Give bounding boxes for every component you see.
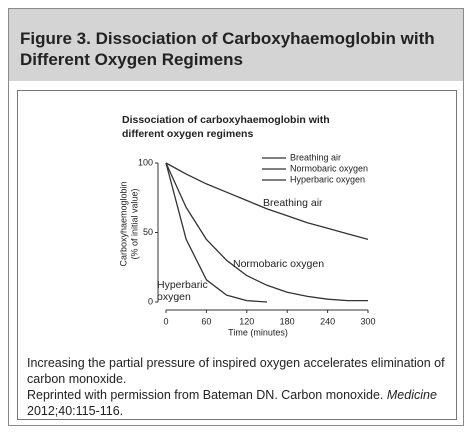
x-axis-label: Time (minutes) — [228, 327, 288, 337]
legend-label: Normobaric oxygen — [290, 163, 368, 173]
line — [165, 162, 369, 241]
y-axis-label: Carboxyhaemoglobin — [118, 181, 128, 266]
header-band — [9, 9, 463, 81]
curve-label: Breathing air — [263, 197, 323, 209]
source-journal: Medicine — [386, 388, 437, 402]
legend-label: Breathing air — [290, 152, 341, 162]
inner-frame — [17, 90, 457, 420]
curve-label: Hyperbaric oxygen — [157, 279, 208, 303]
y-tick-label: 0 — [148, 296, 153, 306]
source-text: 2012;40:115-116. — [27, 404, 124, 418]
x-tick-label: 240 — [320, 316, 335, 326]
x-tick-label: 180 — [280, 316, 295, 326]
legend-label: Hyperbaric oxygen — [290, 174, 365, 184]
x-tick-label: 300 — [360, 316, 375, 326]
y-axis-unit: (% of initial value) — [129, 188, 139, 259]
x-tick-label: 60 — [201, 316, 211, 326]
x-tick-label: 120 — [239, 316, 254, 326]
caption-text: Increasing the partial pressure of inspi… — [27, 356, 445, 386]
line — [165, 162, 368, 302]
caption-source: Reprinted with permission from Bateman D… — [27, 387, 447, 419]
chart-title: Dissociation of carboxyhaemoglobin with … — [122, 114, 330, 140]
source-text: Reprinted with permission from Bateman D… — [27, 388, 387, 402]
y-tick-label: 100 — [138, 157, 153, 167]
curve-label: Normobaric oxygen — [233, 258, 325, 270]
line — [165, 162, 268, 303]
y-tick-label: 50 — [143, 227, 153, 237]
x-tick-label: 0 — [163, 316, 168, 326]
figure-title: Figure 3. Dissociation of Carboxyhaemogl… — [20, 29, 435, 69]
caption: Increasing the partial pressure of inspi… — [27, 355, 447, 419]
